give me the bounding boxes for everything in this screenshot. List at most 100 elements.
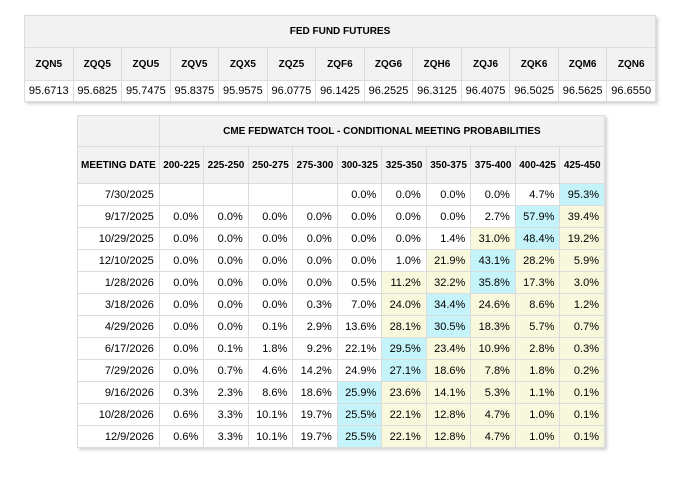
probability-cell: 39.4% [559,205,605,228]
probability-cell: 0.2% [559,359,605,382]
futures-contract-code: ZQZ5 [266,47,317,81]
probability-cell: 1.8% [247,337,294,360]
probability-cell [203,183,249,206]
futures-price-row: 95.6713 95.6825 95.7475 95.8375 95.9575 96.07… [24,80,656,102]
probability-cell: 0.0% [158,205,205,228]
probability-cell: 25.5% [336,403,383,426]
meeting-row: 12/9/2026 0.6% 3.3% 10.1% 19.7% 25.5% 22.1% 12.… [77,425,605,448]
probability-cell: 0.0% [247,227,294,250]
probability-cell: 22.1% [381,403,427,426]
probability-cell: 19.2% [559,227,605,250]
meeting-date-cell: 3/18/2026 [77,293,160,316]
probability-cell: 0.0% [381,205,427,228]
probability-cell: 0.0% [158,315,205,338]
probability-cell: 4.6% [247,359,294,382]
probability-cell: 23.6% [381,381,427,404]
rate-range-header: 200-225 [158,146,205,184]
probability-cell: 2.8% [514,337,561,360]
probability-cell: 0.0% [158,293,205,316]
futures-contract-code: ZQG6 [363,47,414,81]
futures-contract-code: ZQN5 [24,47,74,81]
probability-cell: 0.0% [292,205,338,228]
futures-contract-price: 95.9575 [218,80,268,102]
probability-cell: 22.1% [381,425,427,448]
probability-cell: 3.0% [559,271,605,294]
probability-cell: 0.0% [203,293,249,316]
futures-contract-price: 96.5025 [509,80,559,102]
rate-range-header: 300-325 [336,146,383,184]
probability-cell: 11.2% [381,271,427,294]
meeting-date-cell: 9/16/2026 [77,381,160,404]
meeting-date-cell: 10/28/2026 [77,403,160,426]
probability-cell: 48.4% [514,227,561,250]
probability-cell: 18.6% [425,359,472,382]
probability-cell: 1.2% [559,293,605,316]
futures-contract-code: ZQK6 [509,47,559,81]
probability-cell: 0.0% [203,315,249,338]
probability-cell: 18.6% [292,381,338,404]
probability-cell: 0.3% [158,381,205,404]
futures-contract-price: 95.6825 [72,80,123,102]
probability-cell: 0.0% [158,359,205,382]
futures-contract-price: 95.6713 [24,80,74,102]
probability-cell: 0.6% [158,425,205,448]
meeting-row: 6/17/2026 0.0% 0.1% 1.8% 9.2% 22.1% 29.5% 23.4%… [77,337,605,360]
meeting-row: 7/30/2025 0.0% 0.0% 0.0% 0.0% 4.7% 95.3% [77,183,605,206]
futures-contract-code: ZQQ5 [72,47,123,81]
probability-cell: 7.0% [336,293,383,316]
probability-cell: 0.0% [247,249,294,272]
probability-cell: 1.8% [514,359,561,382]
probability-cell: 0.0% [425,183,472,206]
meeting-date-cell: 1/28/2026 [77,271,160,294]
probability-cell: 4.7% [470,425,516,448]
futures-contract-price: 96.0775 [266,80,317,102]
probability-cell: 0.0% [292,271,338,294]
probability-cell: 1.0% [514,403,561,426]
probability-cell: 25.5% [336,425,383,448]
probability-cell: 3.3% [203,403,249,426]
futures-contract-price: 96.4075 [460,80,511,102]
meeting-date-cell: 6/17/2026 [77,337,160,360]
meeting-date-header: MEETING DATE [77,146,160,184]
probability-cell: 1.0% [514,425,561,448]
probability-cell: 22.1% [336,337,383,360]
meeting-probabilities-table: CME FEDWATCH TOOL - CONDITIONAL MEETING … [77,115,606,448]
futures-contract-code: ZQX5 [218,47,268,81]
probability-cell: 0.0% [336,205,383,228]
probability-cell: 0.7% [203,359,249,382]
probability-cell: 0.0% [247,293,294,316]
probability-cell: 8.6% [247,381,294,404]
probability-cell: 17.3% [514,271,561,294]
futures-contract-code: ZQH6 [412,47,462,81]
probability-cell: 0.7% [559,315,605,338]
meeting-row: 12/10/2025 0.0% 0.0% 0.0% 0.0% 0.0% 1.0% 21.9% 4… [77,249,605,272]
probability-cell: 57.9% [514,205,561,228]
futures-contract-price: 95.7475 [121,80,171,102]
probability-cell: 0.6% [158,403,205,426]
probability-cell: 23.4% [425,337,472,360]
meeting-date-cell: 4/29/2026 [77,315,160,338]
rate-range-header: 425-450 [559,146,605,184]
meeting-row: 4/29/2026 0.0% 0.0% 0.1% 2.9% 13.6% 28.1% 30.5%… [77,315,605,338]
probability-cell: 13.6% [336,315,383,338]
probability-cell: 0.0% [247,271,294,294]
probability-cell: 0.1% [559,425,605,448]
probability-cell: 43.1% [470,249,516,272]
meeting-row: 7/29/2026 0.0% 0.7% 4.6% 14.2% 24.9% 27.1% 18.6… [77,359,605,382]
probability-cell: 5.7% [514,315,561,338]
probability-cell: 0.0% [203,227,249,250]
futures-contract-code: ZQM6 [557,47,608,81]
probability-cell: 24.0% [381,293,427,316]
probability-cell: 19.7% [292,425,338,448]
probability-cell: 4.7% [514,183,561,206]
probability-cell: 0.1% [203,337,249,360]
futures-contract-price: 96.2525 [363,80,414,102]
futures-contract-price: 96.1425 [315,80,365,102]
probability-cell: 5.9% [559,249,605,272]
meeting-date-cell: 9/17/2025 [77,205,160,228]
probability-cell: 14.2% [292,359,338,382]
probability-cell: 12.8% [425,425,472,448]
probability-cell: 0.0% [425,205,472,228]
meeting-row: 3/18/2026 0.0% 0.0% 0.0% 0.3% 7.0% 24.0% 34.4% 2… [77,293,605,316]
probability-cell: 0.5% [336,271,383,294]
